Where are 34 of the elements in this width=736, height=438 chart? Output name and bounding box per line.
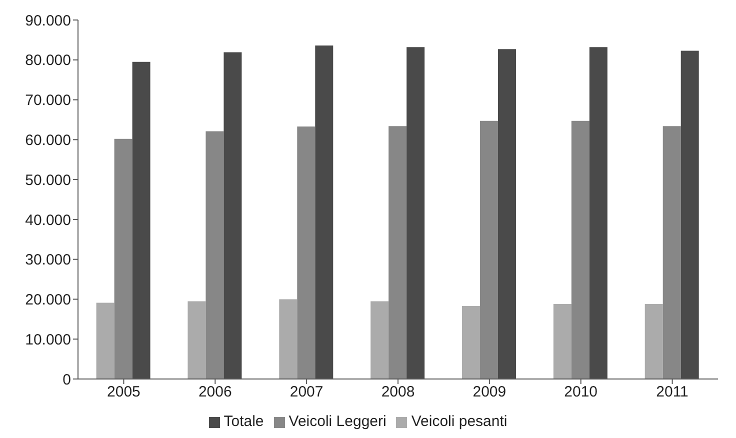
y-tick-label: 0 (62, 371, 71, 388)
bar (279, 299, 298, 379)
bar (188, 301, 206, 379)
bar (206, 131, 224, 379)
x-tick-label: 2006 (198, 384, 232, 401)
bar (571, 120, 590, 379)
y-tick-label: 20.000 (25, 292, 71, 309)
y-tick-label: 90.000 (25, 12, 71, 30)
x-tick-label: 2009 (472, 384, 506, 401)
bar (462, 306, 480, 379)
bar (480, 120, 498, 379)
y-tick-label: 70.000 (25, 92, 71, 110)
y-tick-label: 30.000 (25, 252, 71, 269)
y-tick-label: 80.000 (25, 52, 71, 70)
x-tick-label: 2005 (107, 384, 140, 401)
bar (114, 138, 132, 379)
legend-label: Veicoli Leggeri (288, 413, 386, 430)
y-tick-label: 60.000 (25, 132, 71, 149)
bar (644, 304, 663, 379)
bar (388, 126, 407, 379)
bar (96, 302, 114, 379)
x-tick-label: 2008 (381, 384, 415, 401)
legend-label: Veicoli pesanti (411, 413, 508, 430)
y-tick-label: 50.000 (25, 172, 71, 189)
bar (662, 126, 681, 379)
y-tick-label: 10.000 (25, 331, 71, 348)
bar (297, 126, 316, 379)
bar (370, 301, 389, 379)
bar (553, 304, 572, 379)
legend-label: Totale (224, 413, 264, 430)
y-tick-label: 40.000 (25, 212, 71, 229)
x-tick-label: 2010 (564, 384, 598, 401)
x-tick-label: 2007 (290, 384, 324, 401)
x-tick-label: 2011 (656, 384, 688, 401)
